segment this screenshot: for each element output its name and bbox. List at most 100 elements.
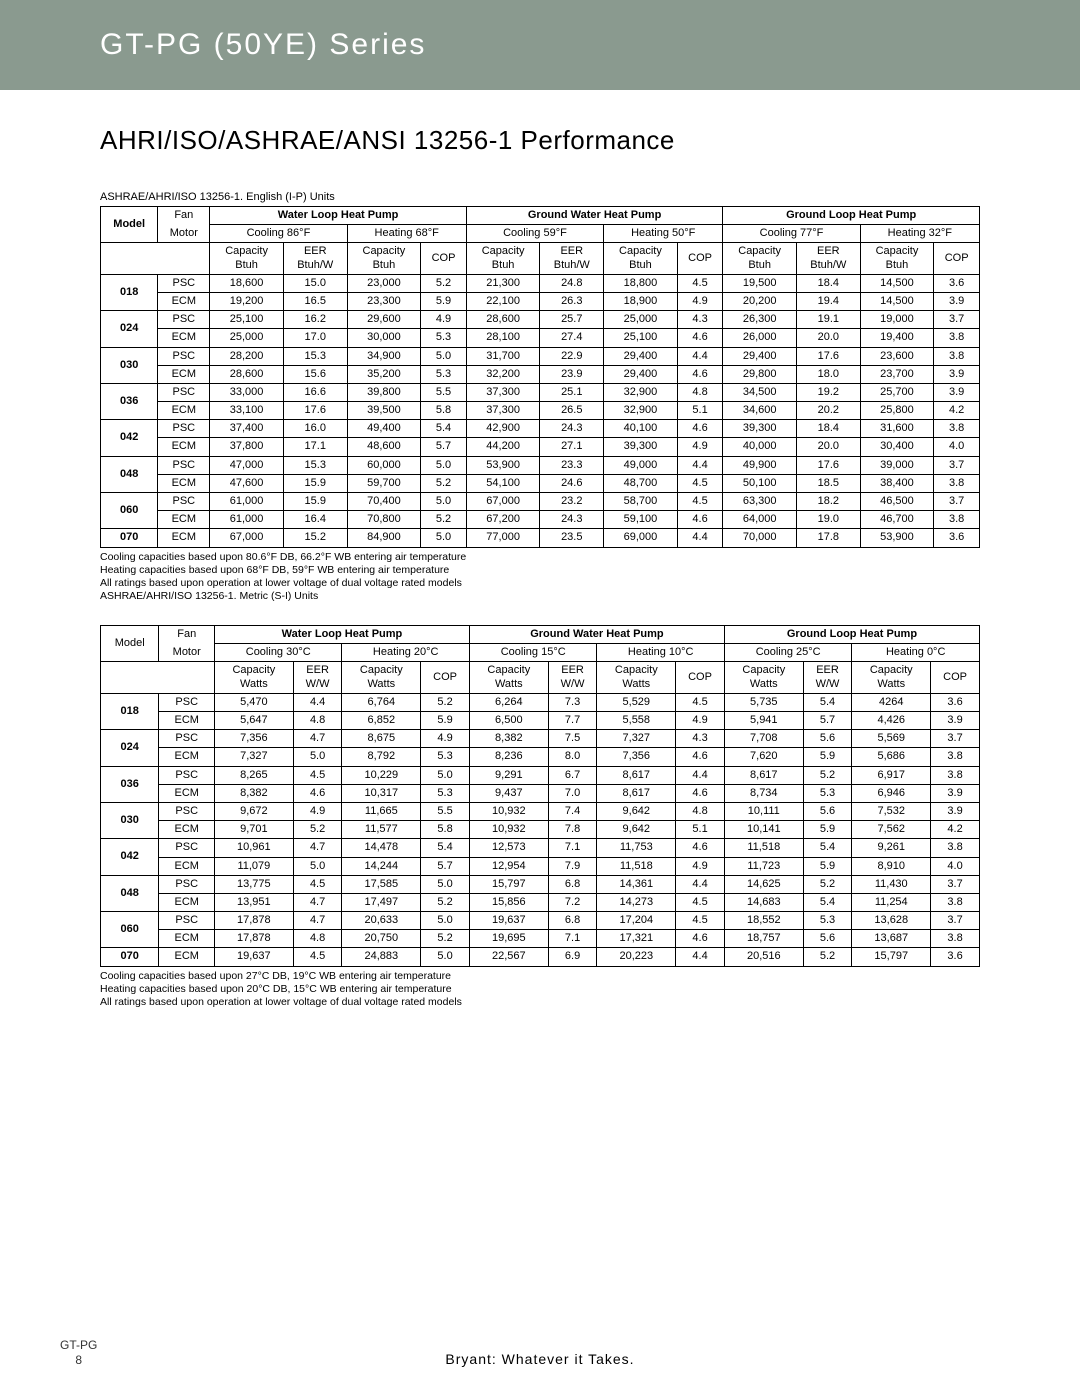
data-cell: 18,757 [724,930,803,948]
data-cell: 6,917 [852,766,931,784]
data-cell: 20,633 [342,912,421,930]
data-cell: 4.5 [293,766,342,784]
data-cell: 28,200 [210,347,284,365]
data-cell: 4.4 [677,529,723,547]
data-cell: 6.9 [548,948,597,966]
data-cell: 26.3 [540,292,604,310]
data-cell: 8,910 [852,857,931,875]
data-cell: 4.8 [677,383,723,401]
data-cell: 3.6 [934,274,980,292]
data-cell: 49,000 [604,456,678,474]
data-cell: 20,516 [724,948,803,966]
data-cell: 5.0 [421,766,470,784]
data-cell: 15,797 [852,948,931,966]
data-cell: 5.0 [293,748,342,766]
data-cell: 5.4 [803,839,852,857]
data-cell: 3.8 [931,748,980,766]
data-cell: 47,600 [210,474,284,492]
data-cell: 14,478 [342,839,421,857]
data-cell: 14,500 [860,274,934,292]
data-cell: 4.9 [676,712,725,730]
model-cell: 042 [101,420,158,456]
data-cell: 7.7 [548,712,597,730]
data-cell: 8,382 [469,730,548,748]
data-cell: 3.7 [934,311,980,329]
data-cell: 5.5 [421,802,470,820]
footnote-line: Cooling capacities based upon 80.6°F DB,… [100,551,980,564]
data-cell: 7,562 [852,821,931,839]
data-cell: 5.9 [803,857,852,875]
data-cell: 64,000 [723,511,797,529]
data-cell: 23.3 [540,456,604,474]
data-cell: 5,941 [724,712,803,730]
motor-cell: ECM [159,784,215,802]
data-cell: 6.8 [548,875,597,893]
data-cell: 84,900 [347,529,421,547]
motor-cell: ECM [159,857,215,875]
data-cell: 17.6 [796,456,860,474]
motor-cell: ECM [158,474,210,492]
data-cell: 20,223 [597,948,676,966]
data-cell: 5,569 [852,730,931,748]
data-cell: 8,792 [342,748,421,766]
data-cell: 16.2 [283,311,347,329]
data-cell: 4.7 [293,839,342,857]
data-cell: 16.4 [283,511,347,529]
data-cell: 4.2 [931,821,980,839]
data-cell: 6.7 [548,766,597,784]
data-cell: 5.2 [421,474,467,492]
data-cell: 9,261 [852,839,931,857]
footnote-line: Heating capacities based upon 20°C DB, 1… [100,983,980,996]
footnote-line: All ratings based upon operation at lowe… [100,577,980,590]
data-cell: 18.0 [796,365,860,383]
data-cell: 18,900 [604,292,678,310]
data-cell: 15,797 [469,875,548,893]
data-cell: 8,734 [724,784,803,802]
data-cell: 14,244 [342,857,421,875]
table1-caption: ASHRAE/AHRI/ISO 13256-1. English (I-P) U… [100,191,980,203]
data-cell: 25,100 [604,329,678,347]
data-cell: 4.5 [677,493,723,511]
data-cell: 39,000 [860,456,934,474]
data-cell: 6,764 [342,693,421,711]
data-cell: 40,000 [723,438,797,456]
data-cell: 5.9 [803,821,852,839]
data-cell: 67,200 [466,511,540,529]
data-cell: 6,852 [342,712,421,730]
data-cell: 3.6 [931,693,980,711]
data-cell: 5.3 [803,784,852,802]
data-cell: 17,878 [214,930,293,948]
data-cell: 4.6 [676,839,725,857]
data-cell: 77,000 [466,529,540,547]
data-cell: 4.9 [293,802,342,820]
data-cell: 14,361 [597,875,676,893]
data-cell: 4.5 [676,912,725,930]
data-cell: 17,585 [342,875,421,893]
data-cell: 17,497 [342,893,421,911]
data-cell: 54,100 [466,474,540,492]
motor-cell: ECM [159,893,215,911]
data-cell: 5.0 [293,857,342,875]
data-cell: 3.8 [931,839,980,857]
data-cell: 5.0 [421,529,467,547]
data-cell: 5.9 [421,712,470,730]
data-cell: 4.5 [677,274,723,292]
data-cell: 5.0 [421,912,470,930]
data-cell: 6,500 [469,712,548,730]
data-cell: 4.4 [677,456,723,474]
data-cell: 23,700 [860,365,934,383]
data-cell: 19,695 [469,930,548,948]
data-cell: 7.2 [548,893,597,911]
data-cell: 4.9 [676,857,725,875]
data-cell: 22,100 [466,292,540,310]
data-cell: 34,500 [723,383,797,401]
data-cell: 20.0 [796,329,860,347]
data-cell: 29,600 [347,311,421,329]
data-cell: 25,100 [210,311,284,329]
data-cell: 4264 [852,693,931,711]
data-cell: 5.2 [803,875,852,893]
data-cell: 32,200 [466,365,540,383]
data-cell: 5.7 [421,857,470,875]
data-cell: 6,264 [469,693,548,711]
motor-cell: PSC [158,274,210,292]
